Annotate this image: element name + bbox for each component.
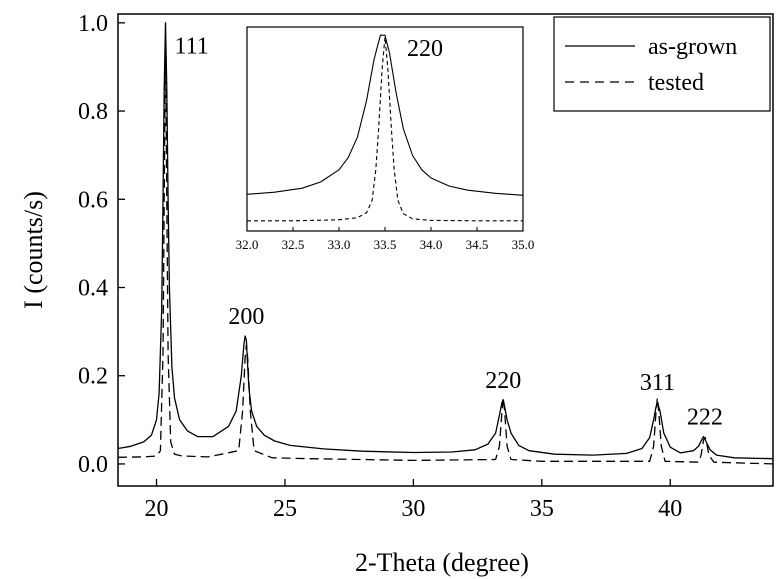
y-tick-label: 0.4 xyxy=(78,275,108,301)
main-plot-frame xyxy=(117,13,774,487)
inset-x-tick-label: 33.5 xyxy=(374,237,397,252)
inset-plot: 32.0 32.5 33.0 33.5 34.0 34.5 35.0 220 xyxy=(236,26,535,252)
x-tick-label: 20 xyxy=(145,496,169,522)
inset-series-line-tested xyxy=(247,36,523,222)
y-tick-label: 0.8 xyxy=(78,99,108,125)
inset-x-tick-label: 34.5 xyxy=(466,237,489,252)
inset-series-line-as-grown xyxy=(246,34,524,196)
series-line-tested xyxy=(117,39,774,465)
inset-x-axis: 32.0 32.5 33.0 33.5 34.0 34.5 35.0 xyxy=(236,227,535,252)
main-series-group xyxy=(117,22,774,465)
x-axis-label: 2-Theta (degree) xyxy=(355,548,529,577)
inset-x-tick-label: 35.0 xyxy=(512,237,535,252)
x-tick-label: 35 xyxy=(530,496,554,522)
peak-label: 220 xyxy=(485,368,521,394)
peak-label: 111 xyxy=(175,34,209,60)
inset-peak-labels: 220 xyxy=(407,36,443,62)
main-y-axis: 0.0 0.2 0.4 0.6 0.8 1.0 xyxy=(78,11,125,478)
inset-peak-label: 220 xyxy=(407,36,443,62)
x-tick-label: 40 xyxy=(658,496,682,522)
inset-x-tick-label: 34.0 xyxy=(420,237,443,252)
x-tick-label: 25 xyxy=(273,496,297,522)
peak-label: 222 xyxy=(687,405,723,431)
peak-label: 311 xyxy=(640,370,675,396)
inset-series-group xyxy=(246,34,524,222)
peak-label: 200 xyxy=(228,304,264,330)
main-peak-labels: 111 200 220 311 222 xyxy=(175,34,723,431)
inset-x-tick-label: 33.0 xyxy=(328,237,351,252)
legend-label-as-grown: as-grown xyxy=(648,34,737,60)
main-x-axis: 20 25 30 35 40 xyxy=(145,479,682,522)
legend-label-tested: tested xyxy=(648,70,704,96)
x-tick-label: 30 xyxy=(401,496,425,522)
y-axis-label: I (counts/s) xyxy=(19,191,48,309)
y-tick-label: 0.6 xyxy=(78,187,108,213)
y-tick-label: 0.0 xyxy=(78,452,108,478)
y-tick-label: 0.2 xyxy=(78,364,108,390)
inset-x-tick-label: 32.0 xyxy=(236,237,259,252)
legend-box xyxy=(553,16,771,112)
legend: as-grown tested xyxy=(553,16,771,112)
series-line-as-grown xyxy=(117,22,774,460)
inset-plot-frame xyxy=(246,26,524,232)
y-tick-label: 1.0 xyxy=(78,11,108,37)
inset-x-tick-label: 32.5 xyxy=(282,237,305,252)
